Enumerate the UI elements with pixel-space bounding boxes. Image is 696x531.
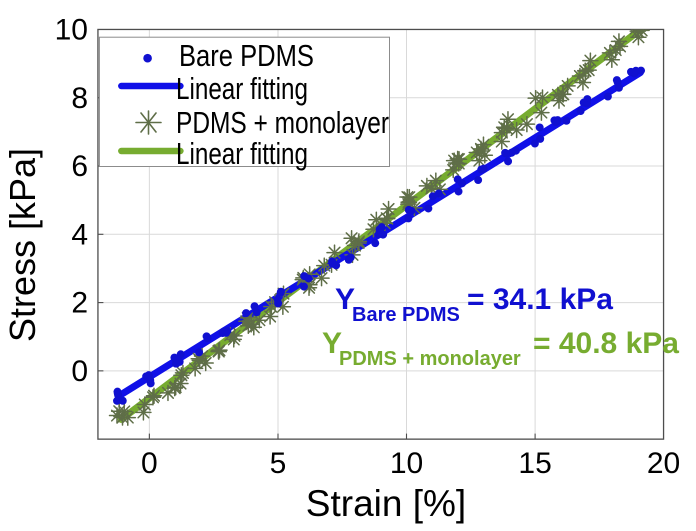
- svg-text:Strain [%]: Strain [%]: [306, 483, 466, 524]
- svg-text:Linear fitting: Linear fitting: [176, 71, 308, 106]
- svg-text:2: 2: [71, 287, 88, 320]
- svg-text:Bare PDMS: Bare PDMS: [179, 38, 314, 73]
- svg-text:10: 10: [390, 447, 423, 480]
- svg-text:= 40.8 kPa: = 40.8 kPa: [533, 327, 679, 360]
- svg-text:5: 5: [270, 447, 287, 480]
- svg-text:15: 15: [518, 447, 551, 480]
- svg-text:Stress [kPa]: Stress [kPa]: [2, 148, 43, 342]
- svg-text:Bare PDMS: Bare PDMS: [352, 304, 460, 326]
- svg-text:20: 20: [647, 447, 680, 480]
- svg-text:6: 6: [71, 150, 88, 183]
- svg-text:4: 4: [71, 218, 88, 251]
- svg-text:0: 0: [71, 355, 88, 388]
- svg-text:8: 8: [71, 82, 88, 115]
- svg-text:= 34.1 kPa: = 34.1 kPa: [467, 283, 613, 316]
- svg-text:Linear fitting: Linear fitting: [176, 136, 308, 171]
- svg-text:10: 10: [55, 14, 88, 47]
- svg-text:PDMS + monolayer: PDMS + monolayer: [176, 105, 389, 140]
- svg-text:PDMS + monolayer: PDMS + monolayer: [339, 348, 521, 370]
- svg-text:0: 0: [141, 447, 158, 480]
